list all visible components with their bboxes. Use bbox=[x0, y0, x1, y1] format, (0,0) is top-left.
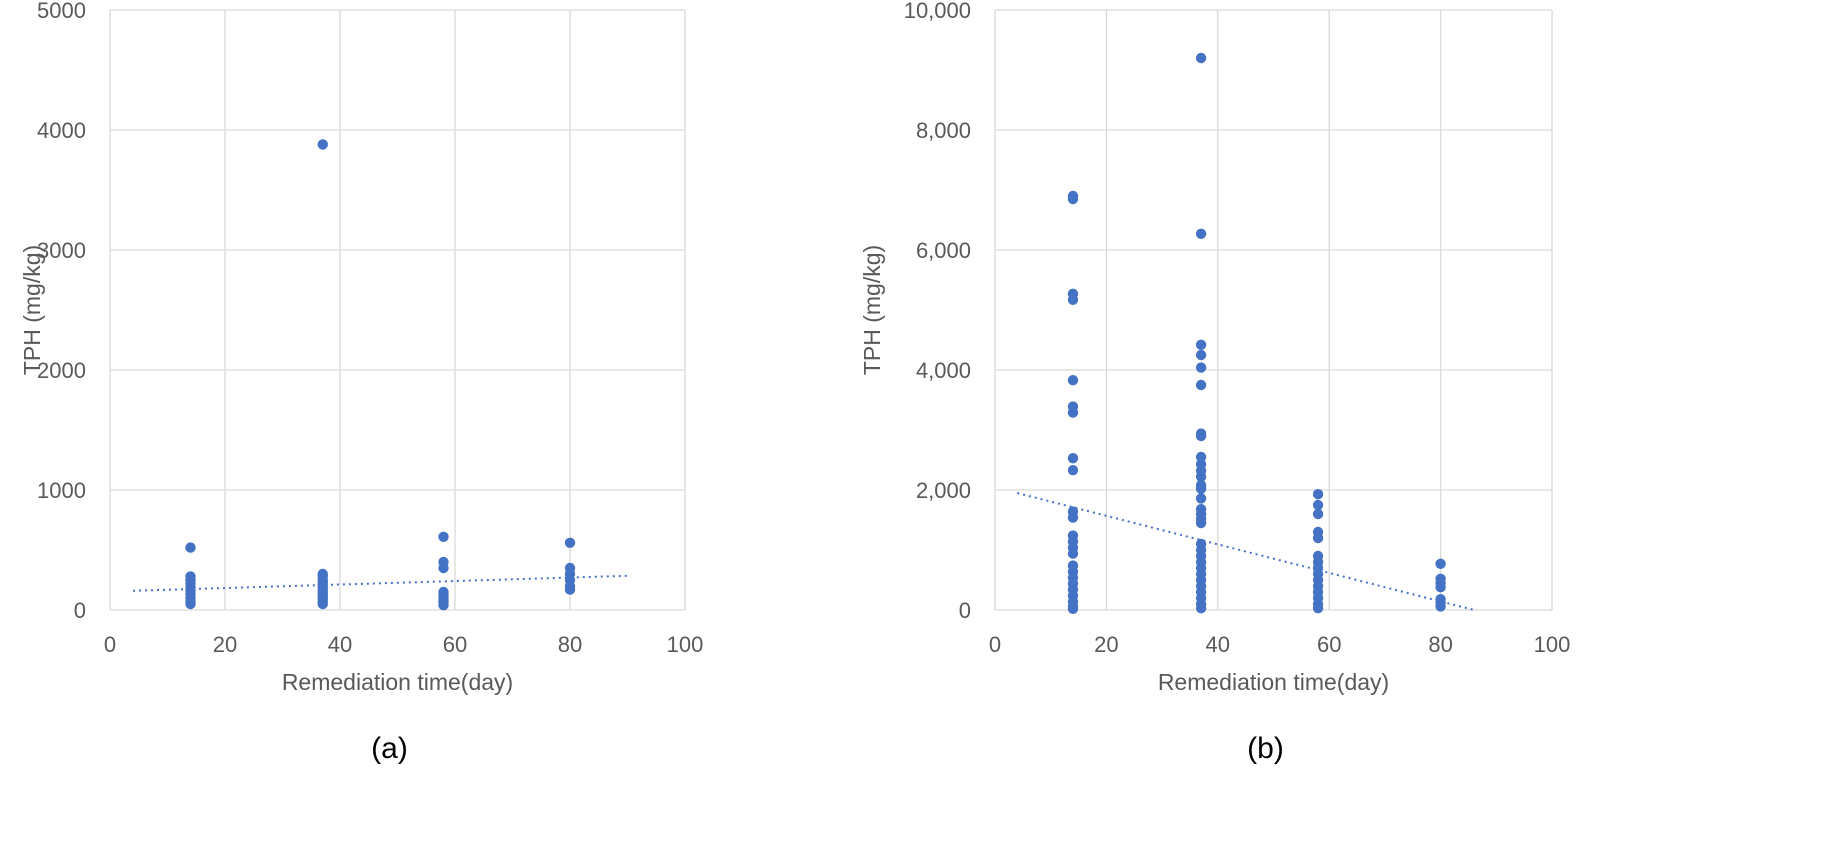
trendline bbox=[1017, 492, 1475, 611]
x-tick-label: 100 bbox=[1534, 632, 1571, 657]
chart-panel-0: 0 20 40 60 80 100010002000300040005000Remedia… bbox=[19, 0, 703, 765]
data-point bbox=[1312, 489, 1324, 500]
data-point bbox=[1195, 349, 1207, 361]
y-tick-label: 10,000 bbox=[904, 0, 971, 23]
y-tick-label: 6,000 bbox=[916, 238, 971, 263]
x-tick-label: 0 bbox=[989, 632, 1001, 657]
data-point bbox=[1435, 558, 1446, 569]
y-tick-label: 1000 bbox=[37, 478, 86, 503]
chart-panel-1: 0 20 40 60 80 100 0 2,000 4,000 6,000 8,000 10,000 R… bbox=[859, 0, 1570, 765]
y-tick-label: 3000 bbox=[37, 238, 86, 263]
x-tick-label: 60 bbox=[443, 632, 467, 657]
y-tick-label: 2,000 bbox=[916, 478, 971, 503]
y-axis-title: TPH (mg/kg) bbox=[859, 245, 885, 375]
data-point bbox=[1435, 601, 1446, 612]
x-axis-title: Remediation time(day) bbox=[1158, 669, 1389, 695]
data-point bbox=[1067, 453, 1079, 464]
data-point bbox=[1195, 339, 1207, 350]
trendline bbox=[132, 574, 628, 592]
data-point bbox=[1195, 483, 1207, 494]
data-point bbox=[564, 584, 576, 595]
y-tick-label: 4000 bbox=[37, 118, 86, 143]
data-point bbox=[1195, 603, 1207, 614]
data-point bbox=[1067, 512, 1079, 523]
y-axis-title: TPH (mg/kg) bbox=[19, 245, 45, 375]
data-point bbox=[1195, 471, 1207, 482]
data-point bbox=[1067, 294, 1079, 305]
x-axis-title: Remediation time(day) bbox=[282, 669, 513, 695]
data-point bbox=[1067, 375, 1079, 386]
data-point bbox=[1435, 582, 1446, 593]
data-point bbox=[438, 562, 449, 574]
data-point bbox=[1067, 465, 1079, 476]
data-point bbox=[1067, 548, 1079, 559]
y-tick-label: 8,000 bbox=[916, 118, 971, 143]
data-point bbox=[185, 542, 196, 553]
data-point bbox=[1195, 517, 1207, 529]
x-tick-label: 0 bbox=[104, 632, 116, 657]
y-tick-label: 4,000 bbox=[916, 358, 971, 383]
panel-label: (b) bbox=[1247, 732, 1284, 765]
data-point bbox=[1067, 193, 1079, 205]
data-point bbox=[185, 598, 196, 610]
data-point bbox=[438, 531, 449, 542]
data-point bbox=[438, 600, 449, 611]
y-tick-label: 2000 bbox=[37, 358, 86, 383]
y-tick-label: 5000 bbox=[37, 0, 86, 23]
data-point bbox=[1312, 508, 1324, 520]
y-tick-label: 0 bbox=[74, 598, 86, 623]
x-tick-label: 60 bbox=[1317, 632, 1341, 657]
data-point bbox=[1195, 228, 1207, 239]
data-point bbox=[1195, 362, 1207, 373]
data-point bbox=[1195, 379, 1207, 391]
x-tick-label: 20 bbox=[213, 632, 237, 657]
x-tick-label: 80 bbox=[558, 632, 582, 657]
x-tick-label: 80 bbox=[1428, 632, 1452, 657]
y-tick-label: 0 bbox=[959, 598, 971, 623]
x-tick-label: 40 bbox=[328, 632, 352, 657]
data-point bbox=[1195, 451, 1207, 463]
data-point bbox=[317, 139, 328, 150]
data-point bbox=[1067, 407, 1079, 418]
data-point bbox=[1312, 603, 1324, 614]
x-tick-label: 40 bbox=[1206, 632, 1230, 657]
data-point bbox=[1067, 603, 1079, 614]
x-tick-label: 20 bbox=[1094, 632, 1118, 657]
data-point bbox=[1312, 499, 1324, 511]
data-point bbox=[317, 598, 328, 610]
data-point bbox=[1195, 430, 1207, 442]
x-tick-label: 100 bbox=[667, 632, 704, 657]
data-point bbox=[1195, 52, 1207, 64]
panel-label: (a) bbox=[371, 732, 408, 765]
data-point bbox=[564, 537, 576, 548]
data-point bbox=[1312, 532, 1324, 544]
data-point bbox=[1195, 493, 1207, 504]
